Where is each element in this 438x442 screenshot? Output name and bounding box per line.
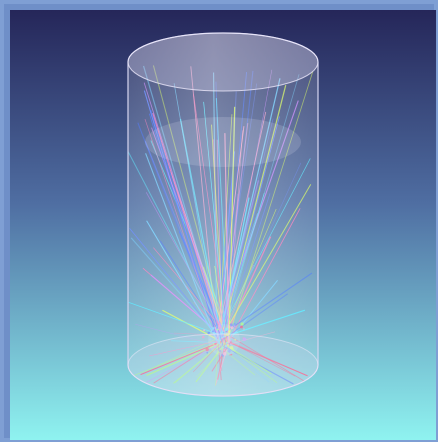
3d-scene[interactable] xyxy=(10,10,436,440)
cylinder-top-cap[interactable] xyxy=(127,32,319,92)
cylinder-bottom-cap[interactable] xyxy=(127,333,319,397)
transparent-cylinder[interactable] xyxy=(127,32,319,397)
ray-focus-glow xyxy=(208,324,240,356)
3d-viewport[interactable] xyxy=(10,10,436,440)
cylinder-inner-highlight xyxy=(145,117,301,167)
